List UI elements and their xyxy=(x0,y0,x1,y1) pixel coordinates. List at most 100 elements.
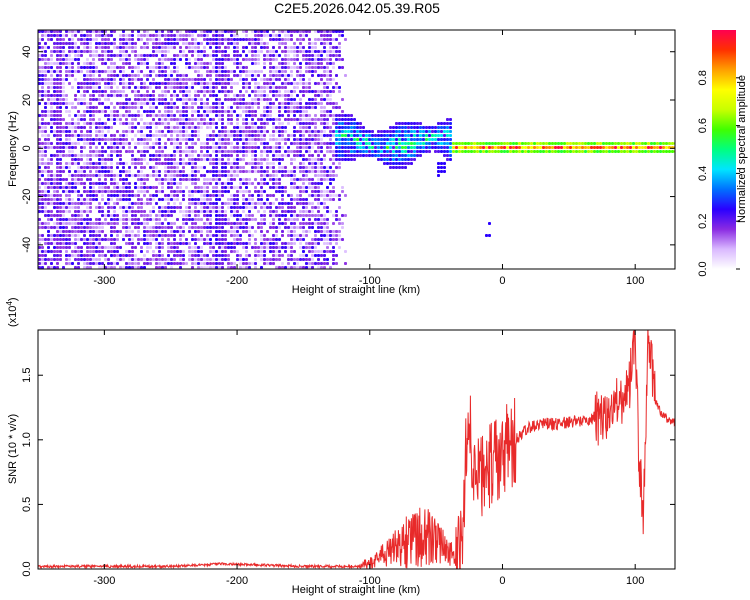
spectrogram-cell xyxy=(290,150,293,153)
spectrogram-cell xyxy=(128,74,131,77)
spectrogram-cell xyxy=(104,110,107,113)
spectrogram-cell xyxy=(485,150,488,153)
spectrogram-cell xyxy=(302,114,305,117)
spectrogram-cell xyxy=(56,114,59,117)
spectrogram-cell xyxy=(89,150,92,153)
spectrogram-cell xyxy=(263,74,266,77)
spectrogram-cell xyxy=(254,130,257,133)
spectrogram-cell xyxy=(41,206,44,209)
spectrogram-cell xyxy=(449,122,452,125)
spectrogram-cell xyxy=(101,246,104,249)
spectrogram-cell xyxy=(371,130,374,133)
spectrogram-cell xyxy=(260,150,263,153)
spectrogram-cell xyxy=(62,94,65,97)
spectrogram-cell xyxy=(104,158,107,161)
spectrogram-cell xyxy=(287,66,290,69)
spectrogram-cell xyxy=(281,86,284,89)
spectrogram-cell xyxy=(479,150,482,153)
spectrogram-cell xyxy=(398,142,401,145)
spectrogram-cell xyxy=(398,154,401,157)
spectrogram-cell xyxy=(254,110,257,113)
spectrogram-cell xyxy=(203,110,206,113)
spectrogram-cell xyxy=(176,126,179,129)
spectrogram-cell xyxy=(161,66,164,69)
spectrogram-cell xyxy=(365,134,368,137)
spectrogram-cell xyxy=(404,162,407,165)
spectrogram-cell xyxy=(311,170,314,173)
spectrogram-cell xyxy=(80,194,83,197)
spectrogram-cell xyxy=(356,142,359,145)
spectrogram-cell xyxy=(140,34,143,37)
spectrogram-cell xyxy=(254,90,257,93)
spectrogram-cell xyxy=(146,202,149,205)
spectrogram-cell xyxy=(308,134,311,137)
spectrogram-cell xyxy=(122,90,125,93)
spectrogram-cell xyxy=(218,134,221,137)
spectrogram-cell xyxy=(212,38,215,41)
spectrogram-cell xyxy=(257,250,260,253)
spectrogram-cell xyxy=(86,38,89,41)
spectrogram-cell xyxy=(155,74,158,77)
spectrogram-cell xyxy=(323,42,326,45)
spectrogram-cell xyxy=(308,38,311,41)
spectrogram-cell xyxy=(89,114,92,117)
spectrogram-cell xyxy=(203,190,206,193)
spectrogram-cell xyxy=(344,114,347,117)
spectrogram-cell xyxy=(308,130,311,133)
spectrogram-cell xyxy=(320,50,323,53)
spectrogram-cell xyxy=(179,114,182,117)
spectrogram-cell xyxy=(194,102,197,105)
spectrogram-cell xyxy=(77,262,80,265)
spectrogram-cell xyxy=(173,78,176,81)
spectrogram-cell xyxy=(476,150,479,153)
spectrogram-cell xyxy=(266,94,269,97)
spectrogram-cell xyxy=(176,66,179,69)
spectrogram-cell xyxy=(236,198,239,201)
spectrogram-cell xyxy=(131,46,134,49)
spectrogram-cell xyxy=(59,166,62,169)
spectrogram-cell xyxy=(80,158,83,161)
spectrogram-cell xyxy=(149,70,152,73)
spectrogram-cell xyxy=(116,110,119,113)
spectrogram-cell xyxy=(218,102,221,105)
spectrogram-cell xyxy=(221,130,224,133)
spectrogram-cell xyxy=(260,246,263,249)
spectrogram-cell xyxy=(332,30,335,33)
spectrogram-cell xyxy=(98,98,101,101)
spectrogram-cell xyxy=(137,90,140,93)
spectrogram-cell xyxy=(326,82,329,85)
spectrogram-cell xyxy=(203,118,206,121)
spectrogram-cell xyxy=(50,154,53,157)
spectrogram-cell xyxy=(275,230,278,233)
spectrogram-cell xyxy=(158,226,161,229)
spectrogram-cell xyxy=(206,122,209,125)
spectrogram-cell xyxy=(170,138,173,141)
spectrogram-cell xyxy=(236,166,239,169)
spectrogram-cell xyxy=(470,146,473,149)
spectrogram-cell xyxy=(158,262,161,265)
spectrogram-cell xyxy=(212,90,215,93)
spectrogram-cell xyxy=(116,90,119,93)
spectrogram-cell xyxy=(200,262,203,265)
spectrogram-cell xyxy=(176,242,179,245)
spectrogram-cell xyxy=(68,66,71,69)
spectrogram-cell xyxy=(155,234,158,237)
spectrogram-cell xyxy=(215,162,218,165)
spectrogram-cell xyxy=(317,198,320,201)
spectrogram-cell xyxy=(122,62,125,65)
spectrogram-cell xyxy=(89,102,92,105)
spectrogram-cell xyxy=(236,174,239,177)
spectrogram-cell xyxy=(119,54,122,57)
spectrogram-cell xyxy=(182,178,185,181)
spectrogram-cell xyxy=(299,130,302,133)
spectrogram-cell xyxy=(89,46,92,49)
spectrogram-cell xyxy=(128,38,131,41)
spectrogram-cell xyxy=(206,234,209,237)
spectrogram-cell xyxy=(101,226,104,229)
spectrogram-cell xyxy=(266,162,269,165)
spectrogram-cell xyxy=(140,70,143,73)
spectrogram-cell xyxy=(182,226,185,229)
spectrogram-cell xyxy=(68,46,71,49)
spectrogram-cell xyxy=(215,54,218,57)
spectrogram-cell xyxy=(107,86,110,89)
